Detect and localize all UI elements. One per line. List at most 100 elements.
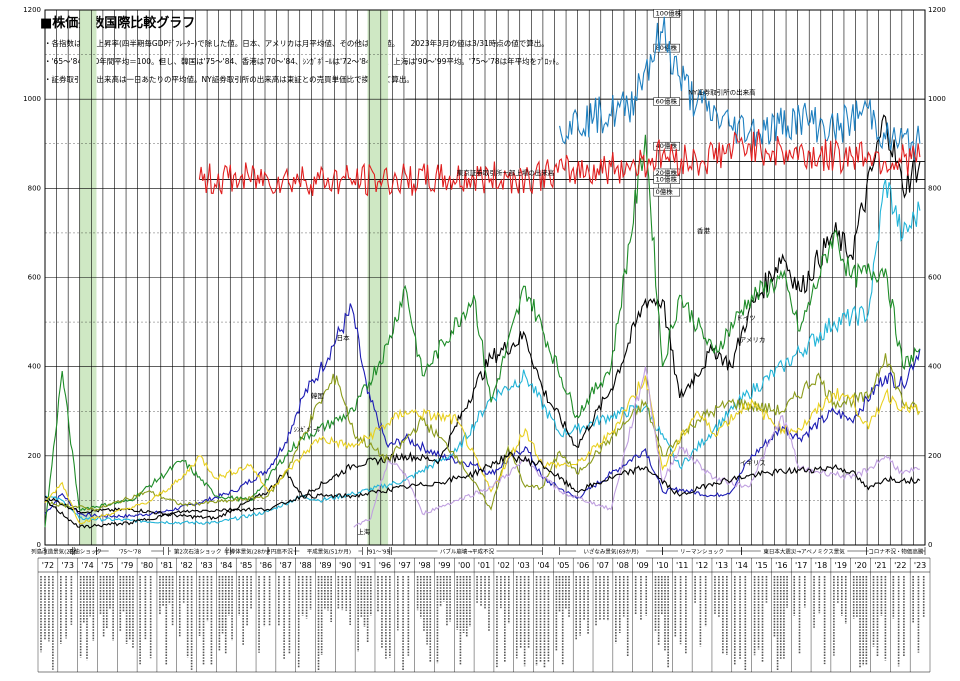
series-label-0: 日本 [337,333,351,342]
era-label-12: コロナ不況・物価高騰 [868,548,924,556]
ytick-left-200: 200 [28,452,41,460]
year-label-0: '72 [42,561,54,570]
volume-label-box-5 [653,175,680,184]
era-label-1: 石油ショック [69,548,102,556]
year-label-32: '11 [676,561,688,570]
page-title: ■株価指数国際比較グラフ [40,16,196,31]
year-label-18: '97 [399,561,411,570]
year-label-9: '84 [220,561,232,570]
year-label-38: '17 [795,561,807,570]
series-label-2: ドイツ [736,314,756,322]
year-label-31: '10 [656,561,668,570]
year-label-5: '80 [141,561,153,570]
era-label-bg-8 [437,547,497,555]
year-label-23: '02 [498,561,510,570]
ytick-right-0: 0 [928,541,932,549]
series-label-4: 韓国 [311,391,324,400]
year-label-36: '15 [755,561,767,570]
era-label-10: リーマンショック [680,549,724,556]
era-label-4: 半導体景気(28か月) [224,548,274,556]
series-label-9: 東京証券取引所一部上場の出来高 [457,168,555,177]
ytick-right-400: 400 [928,363,941,371]
era-label-bg-2 [108,547,152,555]
series-line-7 [44,451,921,529]
series-label-3: 香港 [697,226,711,235]
ytick-right-1200: 1200 [928,6,946,14]
year-label-42: '21 [874,561,886,570]
year-label-27: '06 [577,561,589,570]
ytick-right-800: 800 [928,184,941,192]
era-label-bg-4 [232,547,267,555]
year-label-44: '23 [914,561,926,570]
era-label-7: '91～'95 [367,550,390,556]
series-label-6: 上海 [357,527,371,536]
year-label-22: '01 [478,561,490,570]
series-line-8 [559,16,921,161]
ytick-left-800: 800 [28,184,41,192]
note-line-3: ・証券取引所の出来高は一日あたりの平均値。NY証券取引所の出来高は東証との売買単… [44,75,414,84]
era-label-2: '75～'78 [119,550,142,556]
volume-label-box-2 [653,97,680,106]
era-label-8: バブル崩壊→平成不況 [440,548,495,556]
year-label-2: '74 [81,561,93,570]
series-line-9 [198,129,921,197]
year-label-1: '73 [62,561,74,570]
era-label-bg-1 [76,547,95,555]
series-line-1 [44,179,921,525]
year-label-29: '08 [617,561,629,570]
year-label-35: '14 [735,561,747,570]
volume-label-3: 40億株 [656,141,678,150]
era-label-0: 列島改造景気(22か月) [31,548,86,556]
volume-label-1: 80億株 [656,43,678,52]
series-label-7: イギリス [740,459,766,467]
year-label-3: '75 [101,561,113,570]
ytick-left-1200: 1200 [23,6,41,14]
series-label-8: NY証券取引所の出来高 [688,88,756,97]
era-label-bg-9 [576,547,647,555]
volume-label-box-3 [653,141,680,151]
year-label-12: '87 [280,561,292,570]
era-label-6: 平成景気(51か月) [307,548,351,556]
volume-label-5: 10億株 [656,175,678,184]
ytick-left-600: 600 [28,274,41,282]
year-label-34: '13 [716,561,728,570]
era-label-bg-6 [299,547,359,555]
volume-label-6: 0億株 [656,187,674,196]
series-line-5 [44,375,921,525]
ytick-right-600: 600 [928,274,941,282]
year-label-41: '20 [854,561,866,570]
volume-label-4: 20億株 [656,168,678,177]
year-label-33: '12 [696,561,708,570]
era-label-bg-12 [868,547,923,555]
plot-frame [44,9,926,546]
volume-label-0: 100億株 [656,8,682,17]
ytick-left-400: 400 [28,363,41,371]
note-line-1: ・各指数は物価上昇率(四半期毎GDPﾃﾞﾌﾚｰﾀｰ)で除した値。日本、アメリカは… [44,39,549,48]
era-label-bg-3 [170,547,225,555]
year-label-21: '00 [458,561,470,570]
year-label-7: '82 [180,561,192,570]
era-label-bg-10 [677,547,726,555]
series-line-4 [44,353,921,512]
year-label-20: '99 [438,561,450,570]
year-label-40: '19 [835,561,847,570]
volume-label-2: 60億株 [656,97,678,106]
year-label-10: '85 [240,561,252,570]
year-label-13: '88 [299,561,311,570]
era-label-3: 第2次石油ショック [174,548,222,556]
year-label-4: '79 [121,561,133,570]
era-label-bg-7 [369,547,388,555]
year-label-37: '16 [775,561,787,570]
ytick-right-1000: 1000 [928,95,946,103]
ytick-right-200: 200 [928,452,941,460]
year-label-8: '83 [200,561,212,570]
ytick-left-1000: 1000 [23,95,41,103]
era-label-5: 円高不況 [271,548,294,556]
year-label-17: '96 [379,561,391,570]
year-label-11: '86 [260,561,272,570]
year-label-19: '98 [418,561,430,570]
year-label-30: '09 [636,561,648,570]
year-label-28: '07 [597,561,609,570]
series-line-3 [44,134,921,528]
